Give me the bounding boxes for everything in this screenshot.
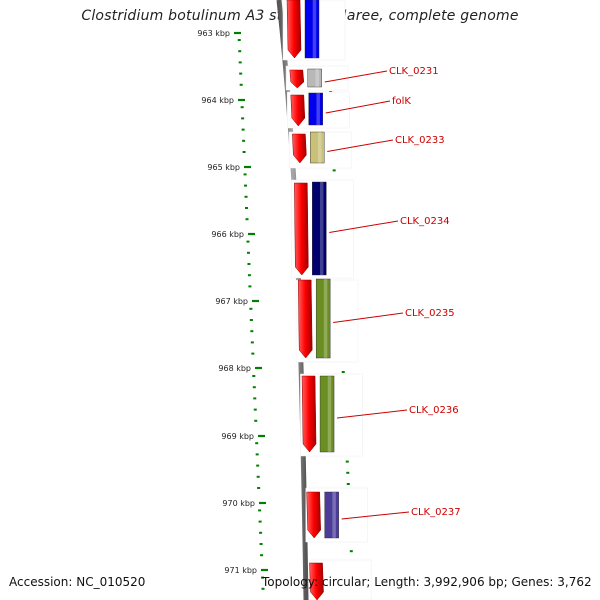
- gene-label[interactable]: CLK_0233: [395, 135, 445, 146]
- gene-label-leader: [341, 511, 410, 520]
- cds-arrow[interactable]: [306, 491, 321, 539]
- gene-label-leader: [329, 220, 399, 233]
- kbp-tick: 967 kbp: [215, 297, 259, 306]
- kbp-tick: 971 kbp: [224, 566, 268, 575]
- kbp-tick-label: 970 kbp: [222, 499, 255, 508]
- kbp-tick-label: 963 kbp: [197, 29, 230, 38]
- gene-labels: CLK_0231 folK CLK_0233 CLK_0234 CLK_0235 CLK_…: [324, 66, 461, 520]
- gene-feature[interactable]: [319, 375, 335, 453]
- gene-track: [276, 0, 372, 600]
- kbp-tick: 963 kbp: [197, 29, 241, 38]
- accession-label: Accession: NC_010520: [9, 575, 146, 589]
- gene-feature[interactable]: [308, 92, 323, 126]
- cds-arrow[interactable]: [294, 182, 309, 276]
- gene-label[interactable]: folK: [392, 96, 411, 107]
- gene-feature[interactable]: [315, 278, 331, 359]
- gene-label-leader: [325, 100, 391, 114]
- gene-feature[interactable]: [324, 491, 339, 539]
- gene-label-leader: [336, 409, 408, 419]
- kbp-tick-label: 966 kbp: [211, 230, 244, 239]
- cds-arrow[interactable]: [297, 279, 313, 359]
- gene-label[interactable]: CLK_0235: [405, 308, 455, 319]
- kbp-tick-label: 969 kbp: [221, 432, 254, 441]
- cds-arrow[interactable]: [301, 375, 317, 453]
- kbp-tick: 968 kbp: [218, 364, 262, 373]
- cds-arrow[interactable]: [289, 69, 305, 89]
- kbp-tick-label: 971 kbp: [224, 566, 257, 575]
- genome-summary: Topology: circular; Length: 3,992,906 bp…: [262, 575, 592, 589]
- gene-label-leader: [327, 139, 394, 152]
- gene-label-leader: [324, 70, 388, 83]
- kbp-tick: 965 kbp: [207, 163, 251, 172]
- kbp-tick: 970 kbp: [222, 499, 266, 508]
- gene-feature[interactable]: [307, 68, 322, 88]
- cds-arrow[interactable]: [286, 0, 302, 59]
- gene-feature[interactable]: [312, 181, 327, 276]
- cds-arrow[interactable]: [290, 94, 306, 127]
- cds-arrow[interactable]: [292, 133, 307, 164]
- gene-feature[interactable]: [304, 0, 320, 59]
- kbp-tick-label: 964 kbp: [201, 96, 234, 105]
- gene-feature[interactable]: [310, 131, 325, 164]
- kbp-tick: 969 kbp: [221, 432, 265, 441]
- kbp-tick: 966 kbp: [211, 230, 255, 239]
- gene-label[interactable]: CLK_0237: [411, 507, 461, 518]
- gene-label[interactable]: CLK_0236: [409, 405, 459, 416]
- kbp-tick-label: 965 kbp: [207, 163, 240, 172]
- kbp-tick-label: 967 kbp: [215, 297, 248, 306]
- kbp-tick: 964 kbp: [201, 96, 245, 105]
- cds-arrow[interactable]: [309, 562, 324, 600]
- gene-label-leader: [333, 312, 404, 323]
- gene-label[interactable]: CLK_0231: [389, 66, 439, 77]
- kbp-tick-label: 968 kbp: [218, 364, 251, 373]
- gene-label[interactable]: CLK_0234: [400, 216, 450, 227]
